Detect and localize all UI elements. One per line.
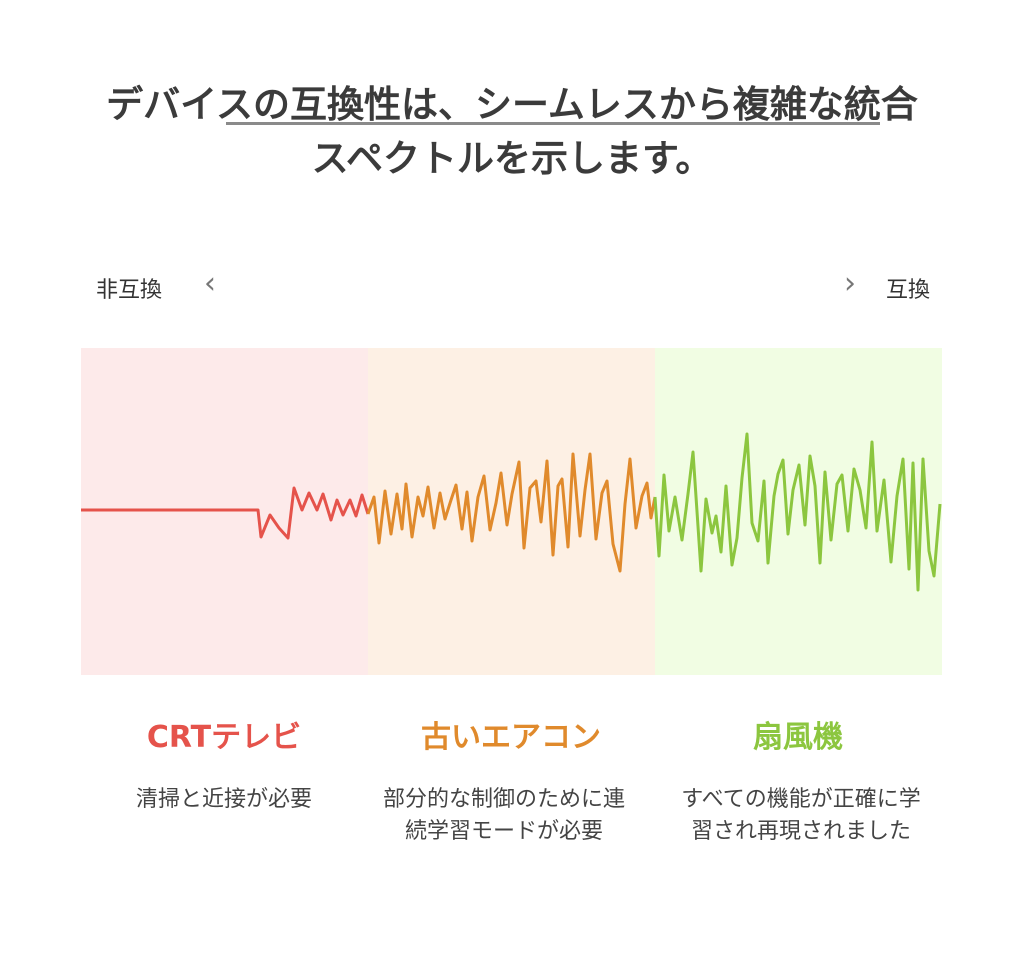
waveform-aircon bbox=[366, 452, 657, 573]
device-fan-heading: 扇風機 bbox=[753, 720, 843, 755]
diagram-title: デバイスの互換性は、シームレスから複雑な統合 スペクトルを示します。 bbox=[0, 78, 1024, 186]
device-old-aircon-heading: 古いエアコン bbox=[421, 720, 601, 755]
chevron-right-icon: › bbox=[844, 266, 856, 301]
chevron-left-icon: ‹ bbox=[204, 266, 216, 301]
device-crt-tv-description: 清掃と近接が必要 bbox=[135, 787, 312, 812]
title-underline bbox=[226, 122, 880, 125]
device-crt-tv-heading: CRTテレビ bbox=[146, 720, 302, 755]
waveform-fan bbox=[653, 432, 942, 592]
title-line-2: スペクトルを示します。 bbox=[311, 137, 713, 180]
incompatible-label: 非互換 bbox=[96, 278, 163, 303]
device-fan-description: すべての機能が正確に学習され再現されました bbox=[681, 787, 921, 844]
device-old-aircon-description: 部分的な制御のために連続学習モードが必要 bbox=[382, 787, 625, 844]
title-line-1: デバイスの互換性は、シームレスから複雑な統合 bbox=[106, 83, 918, 126]
waveform-crt bbox=[81, 486, 370, 540]
compatible-label: 互換 bbox=[886, 278, 931, 303]
